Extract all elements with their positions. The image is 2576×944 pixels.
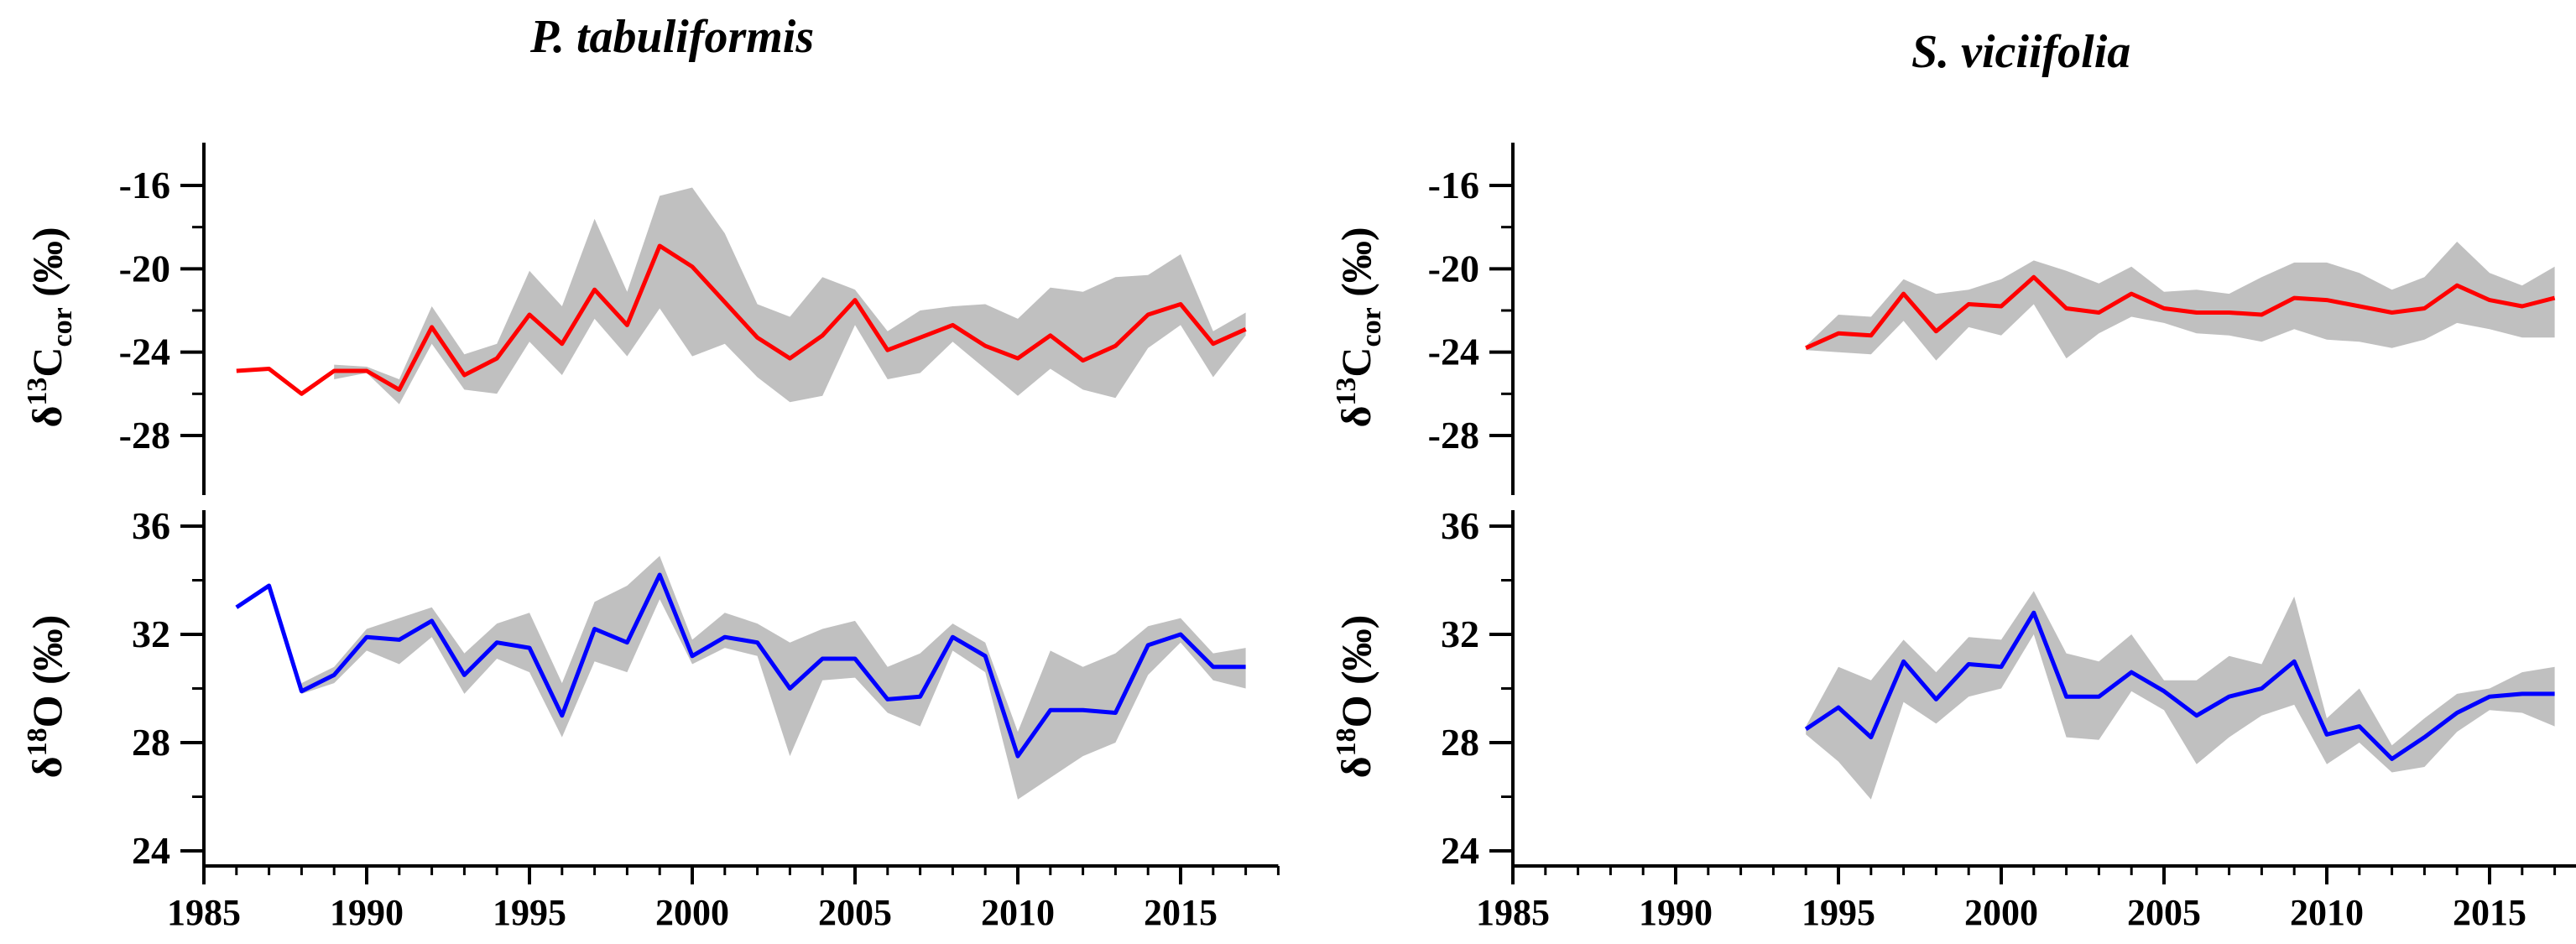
y-axis-label: δ13Ccor (‰) <box>1331 227 1387 427</box>
x-tick-label: 2010 <box>2290 892 2364 933</box>
y-label-delta: δ <box>23 406 70 428</box>
series-line <box>1805 274 2556 350</box>
y-tick-label: 24 <box>1441 829 1479 872</box>
x-tick-label: 1995 <box>493 892 566 933</box>
x-tick-label: 2015 <box>1144 892 1218 933</box>
y-tick-label: -28 <box>119 414 170 456</box>
y-label-unit: (‰) <box>23 227 70 307</box>
y-tick-label: 36 <box>1441 504 1479 547</box>
y-tick-label: 28 <box>1441 721 1479 764</box>
y-tick-label: -20 <box>119 247 170 289</box>
x-tick-label: 1985 <box>167 892 241 933</box>
series-line <box>1804 610 2555 761</box>
x-tick-label: 1985 <box>1476 892 1550 933</box>
y-label-superscript: 13 <box>22 378 53 406</box>
y-label-unit: (‰) <box>23 615 70 696</box>
uncertainty-band <box>1806 242 2555 361</box>
y-label-element: C <box>1332 347 1379 377</box>
y-tick-label: 32 <box>1441 613 1479 655</box>
y-tick-label: -16 <box>1428 164 1479 206</box>
uncertainty-band <box>334 187 1246 404</box>
y-label-element: C <box>23 347 70 377</box>
x-tick-label: 2015 <box>2453 892 2526 933</box>
y-label-subscript: cor <box>47 307 78 347</box>
y-tick-label: -20 <box>1428 247 1479 289</box>
y-axis-label: δ18O (‰) <box>1331 615 1379 779</box>
title-p-tabuliformis: P. tabuliformis <box>530 11 815 63</box>
x-tick-label: 2010 <box>981 892 1055 933</box>
y-label-superscript: 18 <box>1331 728 1362 756</box>
y-tick-label: 32 <box>132 613 170 655</box>
y-axis-label: δ13Ccor (‰) <box>22 227 78 427</box>
x-tick-label: 2005 <box>818 892 892 933</box>
y-tick-label: -16 <box>119 164 170 206</box>
y-label-unit: (‰) <box>1332 227 1379 307</box>
title-s-viciifolia: S. viciifolia <box>1911 26 2131 78</box>
y-label-element: O <box>23 695 70 728</box>
x-tick-label: 1990 <box>330 892 404 933</box>
y-label-delta: δ <box>1332 756 1379 778</box>
x-tick-label: 2000 <box>1964 892 2038 933</box>
y-tick-label: 28 <box>132 721 170 764</box>
y-tick-label: -28 <box>1428 414 1479 456</box>
y-label-superscript: 18 <box>22 728 53 756</box>
uncertainty-band <box>1806 591 2555 800</box>
x-tick-label: 2000 <box>655 892 729 933</box>
series-line <box>235 572 1246 759</box>
y-label-delta: δ <box>23 756 70 778</box>
uncertainty-band <box>301 555 1246 800</box>
y-axis-label: δ18O (‰) <box>22 615 70 779</box>
y-label-subscript: cor <box>1356 307 1387 347</box>
y-tick-label: -24 <box>1428 331 1479 373</box>
y-label-superscript: 13 <box>1331 378 1362 406</box>
x-tick-label: 1995 <box>1802 892 1875 933</box>
y-label-unit: (‰) <box>1332 615 1379 696</box>
y-label-delta: δ <box>1332 406 1379 428</box>
x-tick-label: 2005 <box>2127 892 2201 933</box>
y-label-element: O <box>1332 695 1379 728</box>
y-tick-label: -24 <box>119 331 170 373</box>
y-tick-label: 24 <box>132 829 170 872</box>
series-line <box>236 243 1247 396</box>
x-tick-label: 1990 <box>1639 892 1713 933</box>
y-tick-label: 36 <box>132 504 170 547</box>
